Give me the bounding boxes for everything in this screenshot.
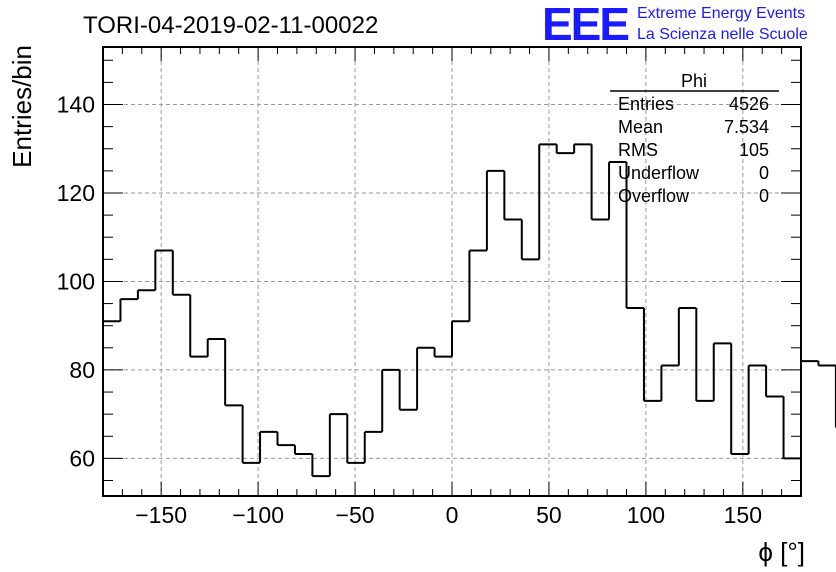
y-tick-label: 120 bbox=[57, 180, 95, 206]
stats-row-label: Mean bbox=[618, 117, 663, 137]
grid-lines bbox=[103, 47, 801, 496]
stats-row-label: Entries bbox=[618, 94, 674, 114]
axis-ticks bbox=[102, 47, 802, 496]
histogram-bins bbox=[103, 143, 836, 478]
stats-box: Phi Entries 4526 Mean 7.534 RMS 105 Underflow 0… bbox=[610, 71, 779, 206]
x-tick-label: −150 bbox=[135, 502, 187, 528]
x-tick-labels: −150 −100 −50 0 50 100 150 bbox=[135, 502, 762, 528]
logo-line-1: Extreme Energy Events bbox=[637, 5, 805, 22]
stats-row-value: 7.534 bbox=[724, 117, 769, 137]
y-tick-label: 100 bbox=[57, 268, 95, 294]
stats-row-value: 0 bbox=[759, 163, 769, 183]
y-tick-label: 140 bbox=[57, 92, 95, 118]
stats-row-label: Underflow bbox=[618, 163, 700, 183]
x-tick-label: −100 bbox=[232, 502, 284, 528]
stats-row-label: RMS bbox=[618, 140, 658, 160]
stats-row-value: 105 bbox=[739, 140, 769, 160]
x-tick-label: 100 bbox=[627, 502, 665, 528]
y-tick-labels: 60 80 100 120 140 bbox=[57, 92, 95, 472]
stats-row-label: Overflow bbox=[618, 186, 690, 206]
stats-row-value: 0 bbox=[759, 186, 769, 206]
chart-title: TORI-04-2019-02-11-00022 bbox=[83, 12, 378, 39]
y-axis-label: Entries/bin bbox=[7, 45, 37, 168]
y-tick-label: 60 bbox=[69, 445, 95, 471]
plot-frame bbox=[102, 46, 802, 497]
y-tick-label: 80 bbox=[69, 357, 95, 383]
x-tick-label: 50 bbox=[536, 502, 562, 528]
x-tick-label: 0 bbox=[446, 502, 459, 528]
eee-logo-mark: EEE bbox=[542, 0, 628, 50]
x-tick-label: 150 bbox=[724, 502, 762, 528]
eee-logo: EEE Extreme Energy Events La Scienza nel… bbox=[542, 0, 808, 50]
stats-row-value: 4526 bbox=[729, 94, 769, 114]
x-tick-label: −50 bbox=[336, 502, 375, 528]
x-axis-label: ϕ [°] bbox=[758, 537, 805, 567]
logo-line-2: La Scienza nelle Scuole bbox=[637, 26, 808, 43]
stats-title: Phi bbox=[681, 71, 707, 91]
